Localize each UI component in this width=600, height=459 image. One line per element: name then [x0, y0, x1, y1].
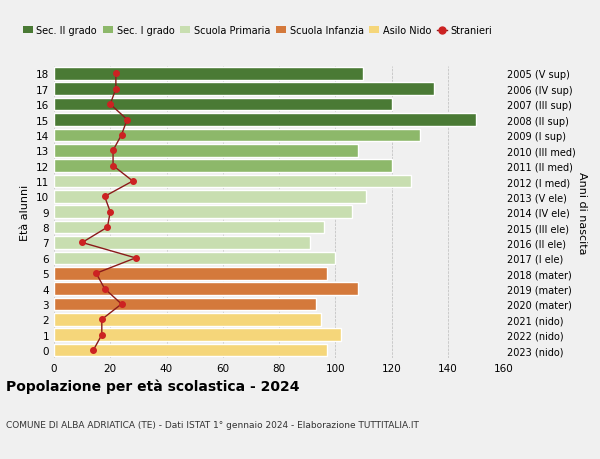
Bar [54, 237, 310, 249]
Bar [54, 252, 335, 264]
Bar [54, 283, 358, 295]
Text: Popolazione per età scolastica - 2024: Popolazione per età scolastica - 2024 [6, 379, 299, 393]
Bar [54, 83, 434, 96]
Bar [54, 99, 392, 111]
Bar [54, 221, 324, 234]
Bar [54, 313, 321, 326]
Bar [54, 344, 327, 357]
Y-axis label: Età alunni: Età alunni [20, 184, 31, 241]
Bar [54, 175, 411, 188]
Bar [54, 298, 316, 311]
Bar [54, 68, 364, 80]
Bar [54, 267, 327, 280]
Bar [54, 114, 476, 127]
Bar [54, 160, 392, 173]
Bar [54, 145, 358, 157]
Legend: Sec. II grado, Sec. I grado, Scuola Primaria, Scuola Infanzia, Asilo Nido, Stran: Sec. II grado, Sec. I grado, Scuola Prim… [23, 26, 493, 36]
Bar [54, 129, 419, 142]
Y-axis label: Anni di nascita: Anni di nascita [577, 171, 587, 253]
Bar [54, 329, 341, 341]
Bar [54, 190, 366, 203]
Bar [54, 206, 352, 218]
Text: COMUNE DI ALBA ADRIATICA (TE) - Dati ISTAT 1° gennaio 2024 - Elaborazione TUTTIT: COMUNE DI ALBA ADRIATICA (TE) - Dati IST… [6, 420, 419, 429]
